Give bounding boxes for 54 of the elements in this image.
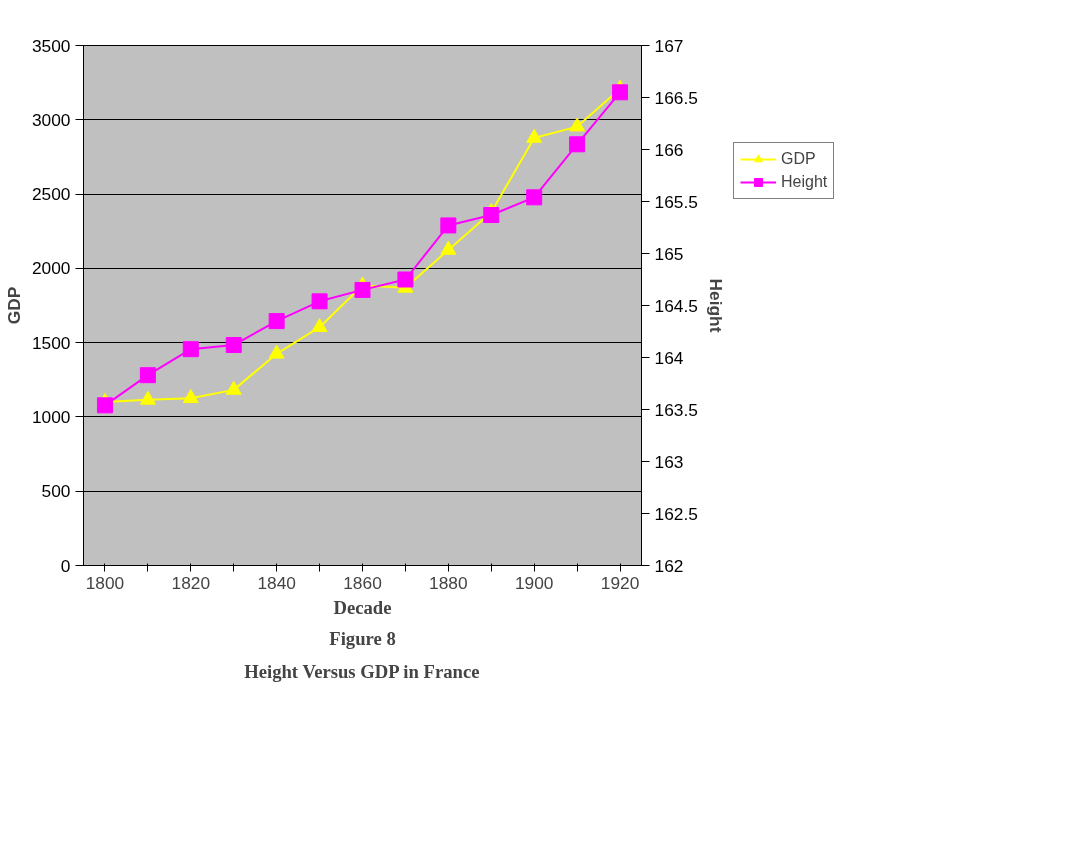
point [182, 389, 199, 404]
point [569, 117, 586, 132]
y-tick-label: 2000 [31, 258, 71, 279]
y-tick-label: 500 [41, 481, 71, 502]
y2-tick-label: 165 [654, 243, 684, 264]
y-tick-label: 3000 [31, 109, 71, 130]
y2-tick-label: 163 [654, 451, 684, 472]
point [440, 240, 457, 255]
point [354, 281, 371, 298]
x-tick-label: 1840 [257, 572, 296, 593]
point [182, 341, 199, 358]
text: Height Versus GDP in France [244, 660, 480, 682]
point [569, 136, 586, 153]
x-axis-title: Decade [333, 596, 392, 618]
x-tick-label: 1880 [429, 572, 468, 593]
y2-tick-label: 167 [654, 35, 684, 56]
y-tick-label: 1500 [31, 332, 71, 353]
text: Figure 8 [329, 627, 396, 649]
y-tick-label: 1000 [31, 406, 71, 427]
y-tick-label: 3500 [31, 35, 71, 56]
legend-label: Height [781, 173, 828, 191]
y2-tick-label: 166 [654, 139, 684, 160]
y-tick-label: 0 [60, 555, 71, 576]
x-tick-label: 1860 [343, 572, 382, 593]
y2-tick-label: 164.5 [654, 295, 698, 316]
y2-tick-label: 162 [654, 555, 684, 576]
point [526, 128, 543, 143]
point [268, 313, 285, 330]
point [139, 390, 156, 405]
legend-label: GDP [781, 150, 816, 168]
point [96, 397, 113, 414]
y-axis-title: GDP [3, 286, 24, 325]
point [268, 344, 285, 359]
point [225, 337, 242, 354]
y2-tick-label: 164 [654, 347, 684, 368]
x-tick-label: 1800 [85, 572, 125, 593]
y2-tick-label: 162.5 [654, 503, 698, 524]
point [612, 84, 629, 101]
point [526, 189, 543, 206]
point [483, 207, 500, 224]
x-tick-label: 1820 [171, 572, 211, 593]
y2-tick-label: 165.5 [654, 191, 698, 212]
point [139, 367, 156, 384]
y-tick-label: 2500 [31, 184, 71, 205]
y2-tick-label: 166.5 [654, 87, 698, 108]
point [311, 293, 328, 310]
point [225, 380, 242, 395]
y2-axis-title: Height [705, 278, 726, 333]
point [440, 217, 457, 234]
point [397, 271, 414, 288]
y2-tick-label: 163.5 [654, 399, 698, 420]
x-tick-label: 1920 [600, 572, 640, 593]
x-tick-label: 1900 [514, 572, 554, 593]
point [311, 318, 328, 333]
